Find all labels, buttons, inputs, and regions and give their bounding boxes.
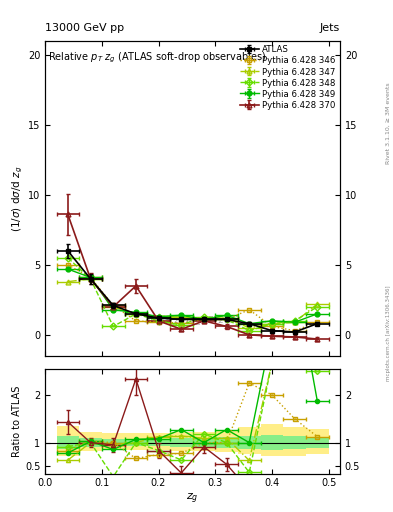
Bar bbox=[215, 430, 238, 452]
Bar bbox=[79, 432, 102, 451]
Y-axis label: Ratio to ATLAS: Ratio to ATLAS bbox=[12, 386, 22, 457]
Bar bbox=[306, 437, 329, 449]
Bar bbox=[102, 439, 125, 446]
Text: Jets: Jets bbox=[320, 23, 340, 33]
Text: mcplots.cern.ch [arXiv:1306.3436]: mcplots.cern.ch [arXiv:1306.3436] bbox=[386, 285, 391, 380]
Bar bbox=[283, 436, 306, 449]
Bar bbox=[261, 435, 283, 450]
Legend: ATLAS, Pythia 6.428 346, Pythia 6.428 347, Pythia 6.428 348, Pythia 6.428 349, P: ATLAS, Pythia 6.428 346, Pythia 6.428 34… bbox=[238, 44, 337, 112]
Text: ATLAS_2019_I1772062: ATLAS_2019_I1772062 bbox=[145, 315, 241, 325]
Bar bbox=[125, 433, 147, 450]
Bar bbox=[170, 432, 193, 451]
Text: Relative $p_T$ $z_g$ (ATLAS soft-drop observables): Relative $p_T$ $z_g$ (ATLAS soft-drop ob… bbox=[48, 50, 266, 65]
Bar bbox=[147, 433, 170, 450]
Bar bbox=[147, 439, 170, 446]
Bar bbox=[170, 438, 193, 447]
Bar bbox=[79, 438, 102, 447]
Bar bbox=[261, 424, 283, 456]
Bar bbox=[215, 437, 238, 448]
Bar bbox=[57, 426, 79, 456]
Bar bbox=[193, 438, 215, 447]
Bar bbox=[283, 428, 306, 456]
Bar bbox=[125, 439, 147, 446]
Text: 13000 GeV pp: 13000 GeV pp bbox=[45, 23, 124, 33]
Bar bbox=[193, 432, 215, 451]
Y-axis label: $(1/\sigma)$ d$\sigma$/d $z_g$: $(1/\sigma)$ d$\sigma$/d $z_g$ bbox=[11, 165, 25, 231]
Bar bbox=[306, 429, 329, 454]
Bar bbox=[102, 433, 125, 450]
Text: Rivet 3.1.10, ≥ 3M events: Rivet 3.1.10, ≥ 3M events bbox=[386, 82, 391, 164]
X-axis label: $z_g$: $z_g$ bbox=[186, 491, 199, 506]
Bar bbox=[57, 436, 79, 449]
Bar bbox=[238, 428, 261, 454]
Bar bbox=[238, 436, 261, 449]
